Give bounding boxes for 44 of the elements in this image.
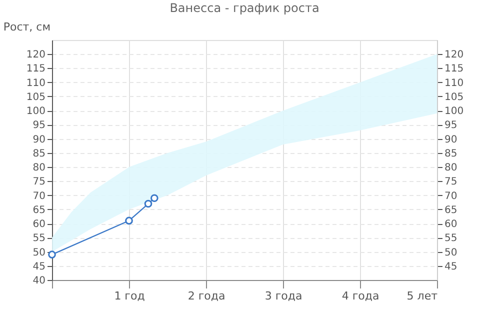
y2-tick-label: 60	[444, 219, 458, 230]
y-tick-label: 65	[32, 204, 46, 216]
y2-tick-label: 80	[444, 162, 458, 174]
chart-title: Ванесса - график роста	[170, 1, 320, 15]
point	[48, 250, 56, 258]
x-tick-label: 3 года	[264, 290, 302, 302]
y-tick-label: 95	[32, 120, 46, 132]
x-tick-label: 5 лет	[406, 290, 438, 302]
point	[144, 200, 152, 208]
y-tick-label: 70	[32, 190, 46, 202]
y-tick-label: 45	[32, 261, 46, 272]
y-tick-label: 110	[26, 78, 46, 89]
y2-tick-label: 55	[444, 233, 458, 244]
x-tick-label: 2 года	[188, 290, 226, 302]
y-tick-label: 55	[32, 233, 46, 244]
y2-tick-label: 120	[444, 50, 464, 61]
y2-tick-label: 100	[444, 106, 464, 118]
point	[125, 216, 133, 225]
y2-tick-label: 45	[444, 261, 458, 272]
y-tick-label: 80	[32, 162, 46, 174]
y-axis-title: Рост, см	[3, 20, 50, 34]
y-tick-label: 50	[32, 247, 46, 258]
y-tick-label: 115	[26, 64, 46, 75]
y2-tick-label: 110	[444, 78, 464, 89]
y-tick-label: 60	[32, 219, 46, 230]
y2-tick-label: 115	[444, 64, 464, 75]
y2-tick-label: 90	[444, 134, 458, 146]
y-tick-label: 85	[32, 148, 46, 160]
y2-tick-label: 65	[444, 204, 458, 216]
x-tick-label: 4 года	[342, 290, 380, 302]
y2-tick-label: 85	[444, 148, 458, 160]
y-tick-label: 120	[26, 50, 46, 61]
x-tick-label: 1 год	[114, 290, 146, 302]
y-tick-label: 40	[32, 276, 46, 286]
y2-tick-label: 50	[444, 247, 458, 258]
y2-tick-label: 105	[444, 92, 464, 103]
y2-tick-label: 75	[444, 176, 458, 188]
y-tick-label: 105	[26, 92, 46, 103]
y-tick-label: 75	[32, 176, 46, 188]
y2-tick-label: 95	[444, 120, 458, 132]
point	[150, 194, 158, 202]
y-tick-label: 90	[32, 134, 46, 146]
y2-tick-label: 70	[444, 190, 458, 202]
y-tick-label: 100	[26, 106, 46, 118]
